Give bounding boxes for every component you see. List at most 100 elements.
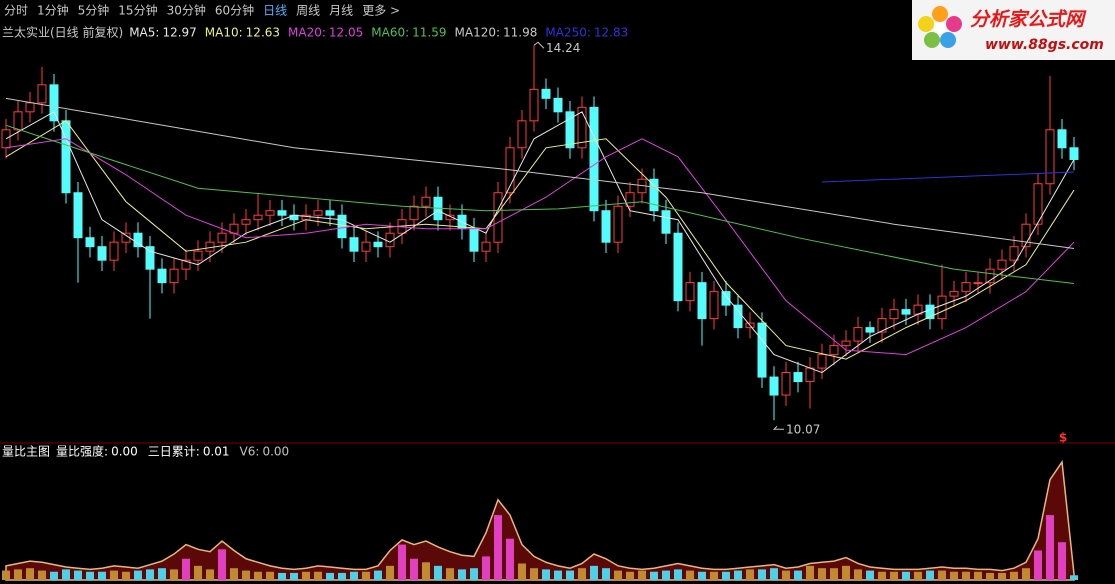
toolbar-tab[interactable]: 周线 xyxy=(296,4,320,18)
candle-body xyxy=(625,192,635,207)
ratio-area xyxy=(5,459,1075,581)
logo-petal xyxy=(932,6,948,22)
legend-value: 11.59 xyxy=(412,26,446,40)
candle-body xyxy=(145,246,155,270)
ratio-bar xyxy=(602,568,610,580)
ratio-bar xyxy=(170,569,178,580)
candle-body xyxy=(517,120,527,149)
candle-body xyxy=(649,178,659,212)
ratio-bar xyxy=(86,571,94,580)
ratio-bar xyxy=(722,571,730,580)
ratio-bar xyxy=(962,571,970,580)
candle-body xyxy=(1033,183,1043,225)
candle-body xyxy=(685,282,695,302)
ratio-bar xyxy=(554,570,562,580)
ratio-bar xyxy=(566,570,574,580)
candle-body xyxy=(265,210,275,216)
ratio-bar xyxy=(530,568,538,580)
candle-body xyxy=(769,376,779,396)
ratio-bar xyxy=(494,515,502,580)
ma-line xyxy=(5,120,1075,360)
candle-body xyxy=(253,214,263,221)
ratio-bar xyxy=(866,570,874,580)
candle-body xyxy=(997,259,1007,270)
candle-body xyxy=(277,210,287,216)
candle-body xyxy=(97,246,107,261)
candle-body xyxy=(529,88,539,122)
ratio-bar xyxy=(938,570,946,580)
candle-body xyxy=(877,318,887,333)
panel-title: 量比主图 xyxy=(2,445,50,459)
toolbar-tab[interactable]: 分时 xyxy=(4,4,28,18)
legend-value: 11.98 xyxy=(503,26,537,40)
candle-body xyxy=(973,282,983,285)
ratio-bar xyxy=(230,568,238,580)
ratio-bar xyxy=(542,569,550,580)
toolbar-tab[interactable]: 更多 > xyxy=(362,4,400,18)
candle-body xyxy=(25,102,35,113)
ratio-bar xyxy=(386,565,394,580)
legend-name: MA120: xyxy=(455,26,501,40)
candle-body xyxy=(841,340,851,347)
toolbar-tab[interactable]: 30分钟 xyxy=(167,3,206,18)
candle-body xyxy=(889,309,899,320)
candle-body xyxy=(337,214,347,239)
candle-body xyxy=(409,205,419,221)
candle-body xyxy=(109,241,119,261)
ratio-bar xyxy=(926,570,934,580)
ratio-bar xyxy=(614,570,622,580)
candle-body xyxy=(793,372,803,383)
candle-body xyxy=(1069,147,1079,160)
ratio-bar xyxy=(854,569,862,580)
ma-line xyxy=(5,97,1075,249)
ratio-bar xyxy=(674,569,682,580)
ratio-bar xyxy=(974,571,982,580)
toolbar-tab[interactable]: 1分钟 xyxy=(37,3,69,18)
candle-body xyxy=(937,295,947,320)
candle-body xyxy=(217,232,227,243)
toolbar-tab[interactable]: 5分钟 xyxy=(78,3,110,18)
ratio-bar xyxy=(998,572,1006,580)
candle-body xyxy=(985,268,995,284)
candle-body xyxy=(541,88,551,99)
ratio-bar xyxy=(794,570,802,580)
ratio-bar xyxy=(686,570,694,580)
toolbar-tab[interactable]: 60分钟 xyxy=(215,3,254,18)
candle-body xyxy=(925,304,935,320)
ratio-bar xyxy=(254,571,262,580)
toolbar-tab[interactable]: 月线 xyxy=(329,4,353,18)
ratio-bar xyxy=(362,571,370,580)
toolbar-tab[interactable]: 日线 xyxy=(263,4,287,18)
ratio-bar xyxy=(1010,571,1018,580)
ratio-bar xyxy=(842,565,850,580)
ratio-bar xyxy=(446,568,454,580)
ratio-bar xyxy=(74,570,82,580)
logo-title: 分析家公式网 xyxy=(970,9,1087,31)
ratio-bar xyxy=(374,570,382,580)
logo-petal xyxy=(924,32,940,48)
toolbar-tab[interactable]: 15分钟 xyxy=(118,3,157,18)
ratio-bar xyxy=(314,571,322,580)
legend-name: MA10: xyxy=(205,26,243,40)
ma-line xyxy=(5,124,1075,285)
ratio-bar xyxy=(38,570,46,580)
candle-body xyxy=(781,372,791,396)
legend-value: 12.05 xyxy=(329,26,363,40)
ratio-bar xyxy=(302,571,310,580)
candle-body xyxy=(133,232,143,248)
logo-petal xyxy=(918,16,934,32)
ratio-bar xyxy=(914,571,922,580)
ratio-bar xyxy=(146,569,154,580)
min-pointer xyxy=(772,425,784,430)
ratio-bar xyxy=(458,569,466,580)
legend-name: MA20: xyxy=(288,26,326,40)
candle-body xyxy=(721,291,731,306)
candle-body xyxy=(805,367,815,383)
ratio-bar xyxy=(746,569,754,580)
ratio-bar xyxy=(50,571,58,580)
ratio-bar xyxy=(734,570,742,580)
candle-body xyxy=(1057,129,1067,149)
candle-body xyxy=(697,282,707,320)
ratio-bar xyxy=(470,568,478,580)
indicator-name: 量比强度: xyxy=(56,444,108,459)
